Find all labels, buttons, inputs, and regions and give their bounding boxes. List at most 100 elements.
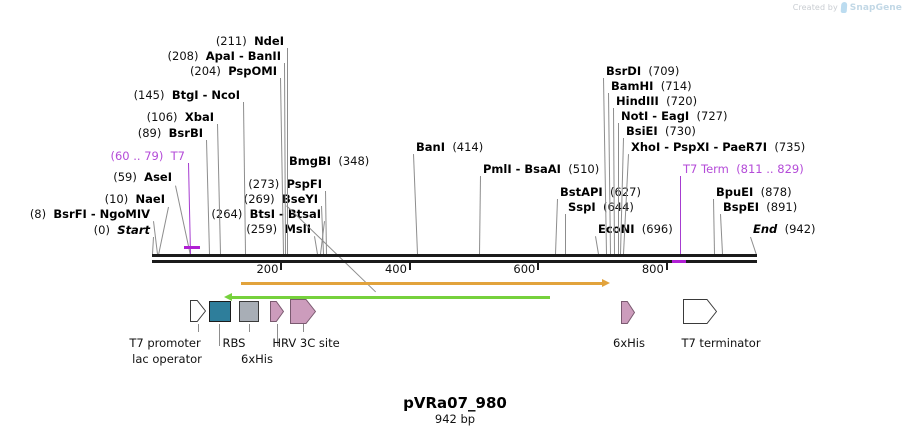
orf-bar — [231, 296, 550, 299]
site-label[interactable]: (10) NaeI — [105, 192, 165, 206]
site-position: (942) — [784, 222, 816, 236]
site-label[interactable]: BsrDI (709) — [606, 64, 679, 78]
feature-stem-6xhis-n — [277, 324, 278, 346]
feature-stem-hrv3c-site — [303, 324, 304, 332]
feature-label-lac-operator: lac operator — [132, 352, 202, 366]
ruler-tick-label: 200 — [256, 262, 279, 276]
site-label[interactable]: BanI (414) — [416, 140, 483, 154]
orf-arrowhead — [224, 293, 232, 301]
site-leader-line — [680, 176, 682, 254]
site-label[interactable]: (269) BseYI — [244, 192, 318, 206]
site-label[interactable]: EcoNI (696) — [598, 222, 673, 236]
site-name: BsrDI — [606, 64, 642, 78]
site-name: BseYI — [281, 192, 318, 206]
site-position: (208) — [167, 49, 199, 63]
site-label[interactable]: (59) AseI — [113, 170, 172, 184]
feature-label-hrv3c-site: HRV 3C site — [272, 336, 340, 350]
site-position: (696) — [641, 222, 673, 236]
feature-t7-promoter[interactable] — [190, 300, 206, 322]
site-position: (348) — [338, 154, 370, 168]
site-label[interactable]: BstAPI (627) — [560, 185, 641, 199]
site-name: BstAPI — [560, 185, 603, 199]
feature-rbs[interactable] — [239, 301, 259, 322]
site-leader-line — [287, 48, 288, 254]
site-position: (811 .. 829) — [736, 162, 804, 176]
site-position: (414) — [452, 140, 484, 154]
site-label[interactable]: NotI - EagI (727) — [621, 109, 727, 123]
feature-hrv3c-site[interactable] — [290, 299, 316, 324]
site-leader-line — [613, 108, 615, 255]
site-name: T7 — [170, 149, 185, 163]
site-name: NotI - EagI — [621, 109, 690, 123]
site-label[interactable]: XhoI - PspXI - PaeR7I (735) — [631, 140, 805, 154]
feature-6xhis-c[interactable] — [621, 301, 635, 324]
site-name: PspOMI — [228, 64, 277, 78]
site-label[interactable]: T7 Term (811 .. 829) — [683, 162, 804, 176]
site-name: HindIII — [616, 94, 659, 108]
backbone-line-top — [152, 254, 757, 257]
orf-arrowhead — [602, 279, 610, 287]
site-label[interactable]: (208) ApaI - BanII — [168, 49, 281, 63]
site-leader-line — [158, 206, 169, 256]
site-label[interactable]: (0) Start — [94, 223, 150, 237]
feature-6xhis-n[interactable] — [270, 301, 284, 322]
site-leader-line — [479, 176, 481, 255]
feature-lac-operator[interactable] — [209, 301, 231, 322]
site-name: BmgBI — [289, 154, 332, 168]
site-label[interactable]: (60 .. 79) T7 — [110, 149, 185, 163]
site-name: EcoNI — [598, 222, 635, 236]
ruler-tick-label: 800 — [641, 262, 664, 276]
site-label[interactable]: (273) PspFI — [248, 177, 322, 191]
site-position: (735) — [774, 140, 806, 154]
site-leader-line — [618, 123, 619, 254]
site-leader-line — [284, 63, 286, 255]
site-leader-line — [750, 236, 757, 256]
site-label[interactable]: SspI (644) — [568, 200, 634, 214]
site-label[interactable]: (89) BsrBI — [138, 126, 203, 140]
site-leader-line — [314, 236, 318, 255]
site-label[interactable]: HindIII (720) — [616, 94, 697, 108]
site-label[interactable]: PmlI - BsaAI (510) — [483, 162, 599, 176]
site-label[interactable]: (211) NdeI — [216, 34, 284, 48]
page-title: pVRa07_980 — [403, 394, 507, 412]
site-label[interactable]: BpuEI (878) — [716, 185, 792, 199]
site-label[interactable]: BmgBI (348) — [289, 154, 369, 168]
site-name: BsrFI - NgoMIV — [53, 207, 150, 221]
orf-forward[interactable] — [241, 279, 610, 287]
site-label[interactable]: (264) BtsI - BtsaI — [211, 207, 321, 221]
site-label[interactable]: BamHI (714) — [611, 79, 692, 93]
site-position: (60 .. 79) — [110, 149, 164, 163]
feature-t7-terminator[interactable] — [683, 299, 717, 324]
site-leader-line — [720, 214, 723, 255]
site-label[interactable]: BsiEI (730) — [626, 124, 696, 138]
orf-reverse[interactable] — [224, 293, 550, 301]
site-position: (878) — [760, 185, 792, 199]
site-name: XbaI — [184, 110, 214, 124]
site-name: BspEI — [723, 200, 759, 214]
site-label[interactable]: BspEI (891) — [723, 200, 797, 214]
site-position: (0) — [93, 223, 110, 237]
site-label[interactable]: (8) BsrFI - NgoMIV — [30, 207, 150, 221]
feature-label-rbs: RBS — [222, 336, 246, 350]
site-position: (714) — [660, 79, 692, 93]
site-label[interactable]: End (942) — [753, 222, 816, 236]
site-position: (204) — [189, 64, 221, 78]
site-label[interactable]: (204) PspOMI — [190, 64, 277, 78]
site-label[interactable]: (259) MslI — [246, 222, 311, 236]
site-name: PmlI - BsaAI — [483, 162, 561, 176]
feature-label-t7-promoter: T7 promoter — [129, 336, 201, 350]
site-name: ApaI - BanII — [205, 49, 281, 63]
site-position: (891) — [766, 200, 798, 214]
site-label[interactable]: (106) XbaI — [147, 110, 214, 124]
site-name: BtgI - NcoI — [171, 88, 240, 102]
site-name: NdeI — [254, 34, 284, 48]
backbone-line-bottom — [152, 260, 757, 263]
site-position: (10) — [104, 192, 129, 206]
watermark-brand: SnapGene — [849, 2, 902, 13]
site-leader-line — [565, 214, 566, 254]
site-name: AseI — [144, 170, 172, 184]
site-leader-line — [595, 236, 599, 255]
site-position: (145) — [133, 88, 165, 102]
t7-term-mark — [672, 260, 686, 263]
site-label[interactable]: (145) BtgI - NcoI — [134, 88, 240, 102]
